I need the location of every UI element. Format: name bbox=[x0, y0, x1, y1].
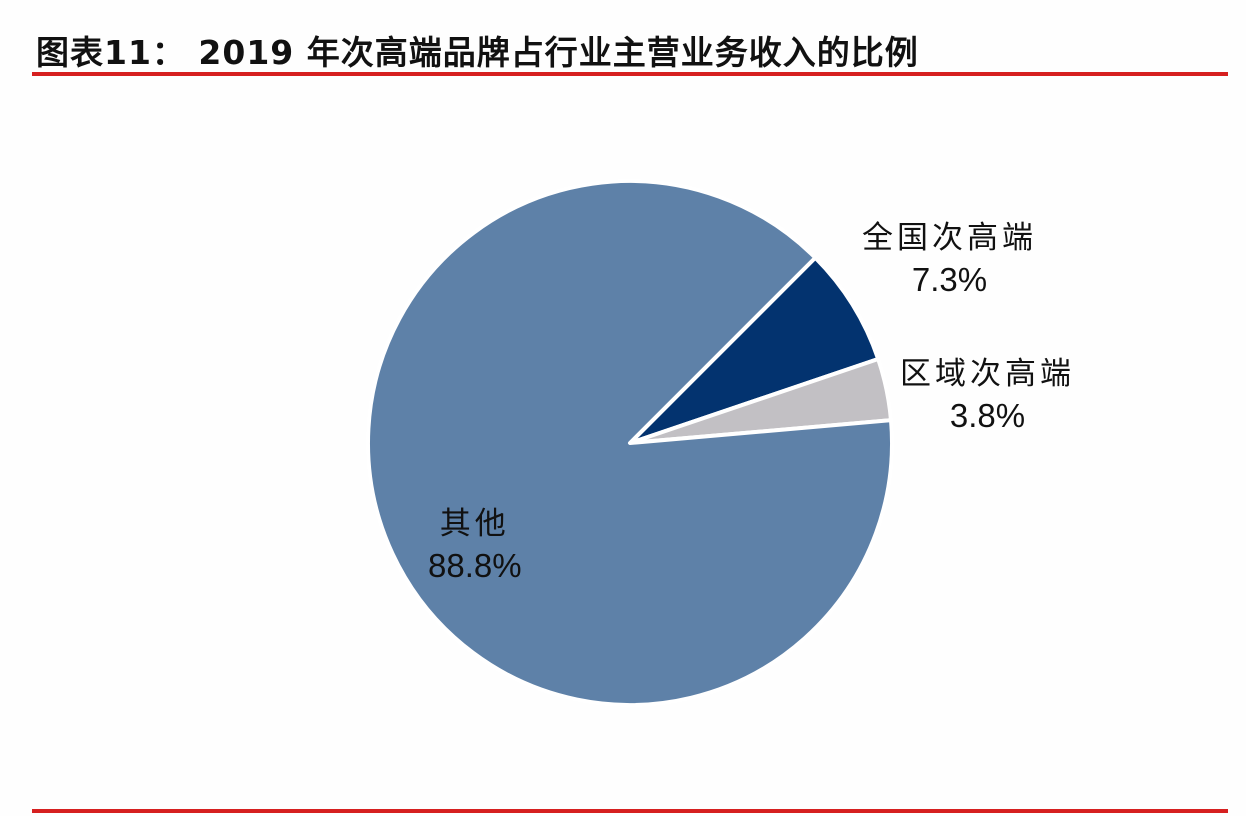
label-national-pct: 7.3% bbox=[911, 261, 988, 298]
title-divider bbox=[32, 72, 1228, 76]
label-regional-pct: 3.8% bbox=[949, 397, 1026, 434]
chart-title: 图表11： 2019 年次高端品牌占行业主营业务收入的比例 bbox=[36, 33, 919, 72]
label-others-name: 其他 bbox=[439, 506, 510, 542]
label-regional-name: 区域次高端 bbox=[900, 356, 1075, 392]
label-others-pct: 88.8% bbox=[428, 547, 522, 584]
slice-others bbox=[366, 179, 894, 707]
label-others: 其他 88.8% bbox=[428, 498, 522, 585]
label-national-name: 全国次高端 bbox=[862, 220, 1037, 256]
slice-national bbox=[628, 255, 881, 445]
label-regional: 区域次高端 3.8% bbox=[900, 348, 1075, 435]
label-national: 全国次高端 7.3% bbox=[862, 212, 1037, 299]
footer-divider bbox=[32, 809, 1228, 813]
